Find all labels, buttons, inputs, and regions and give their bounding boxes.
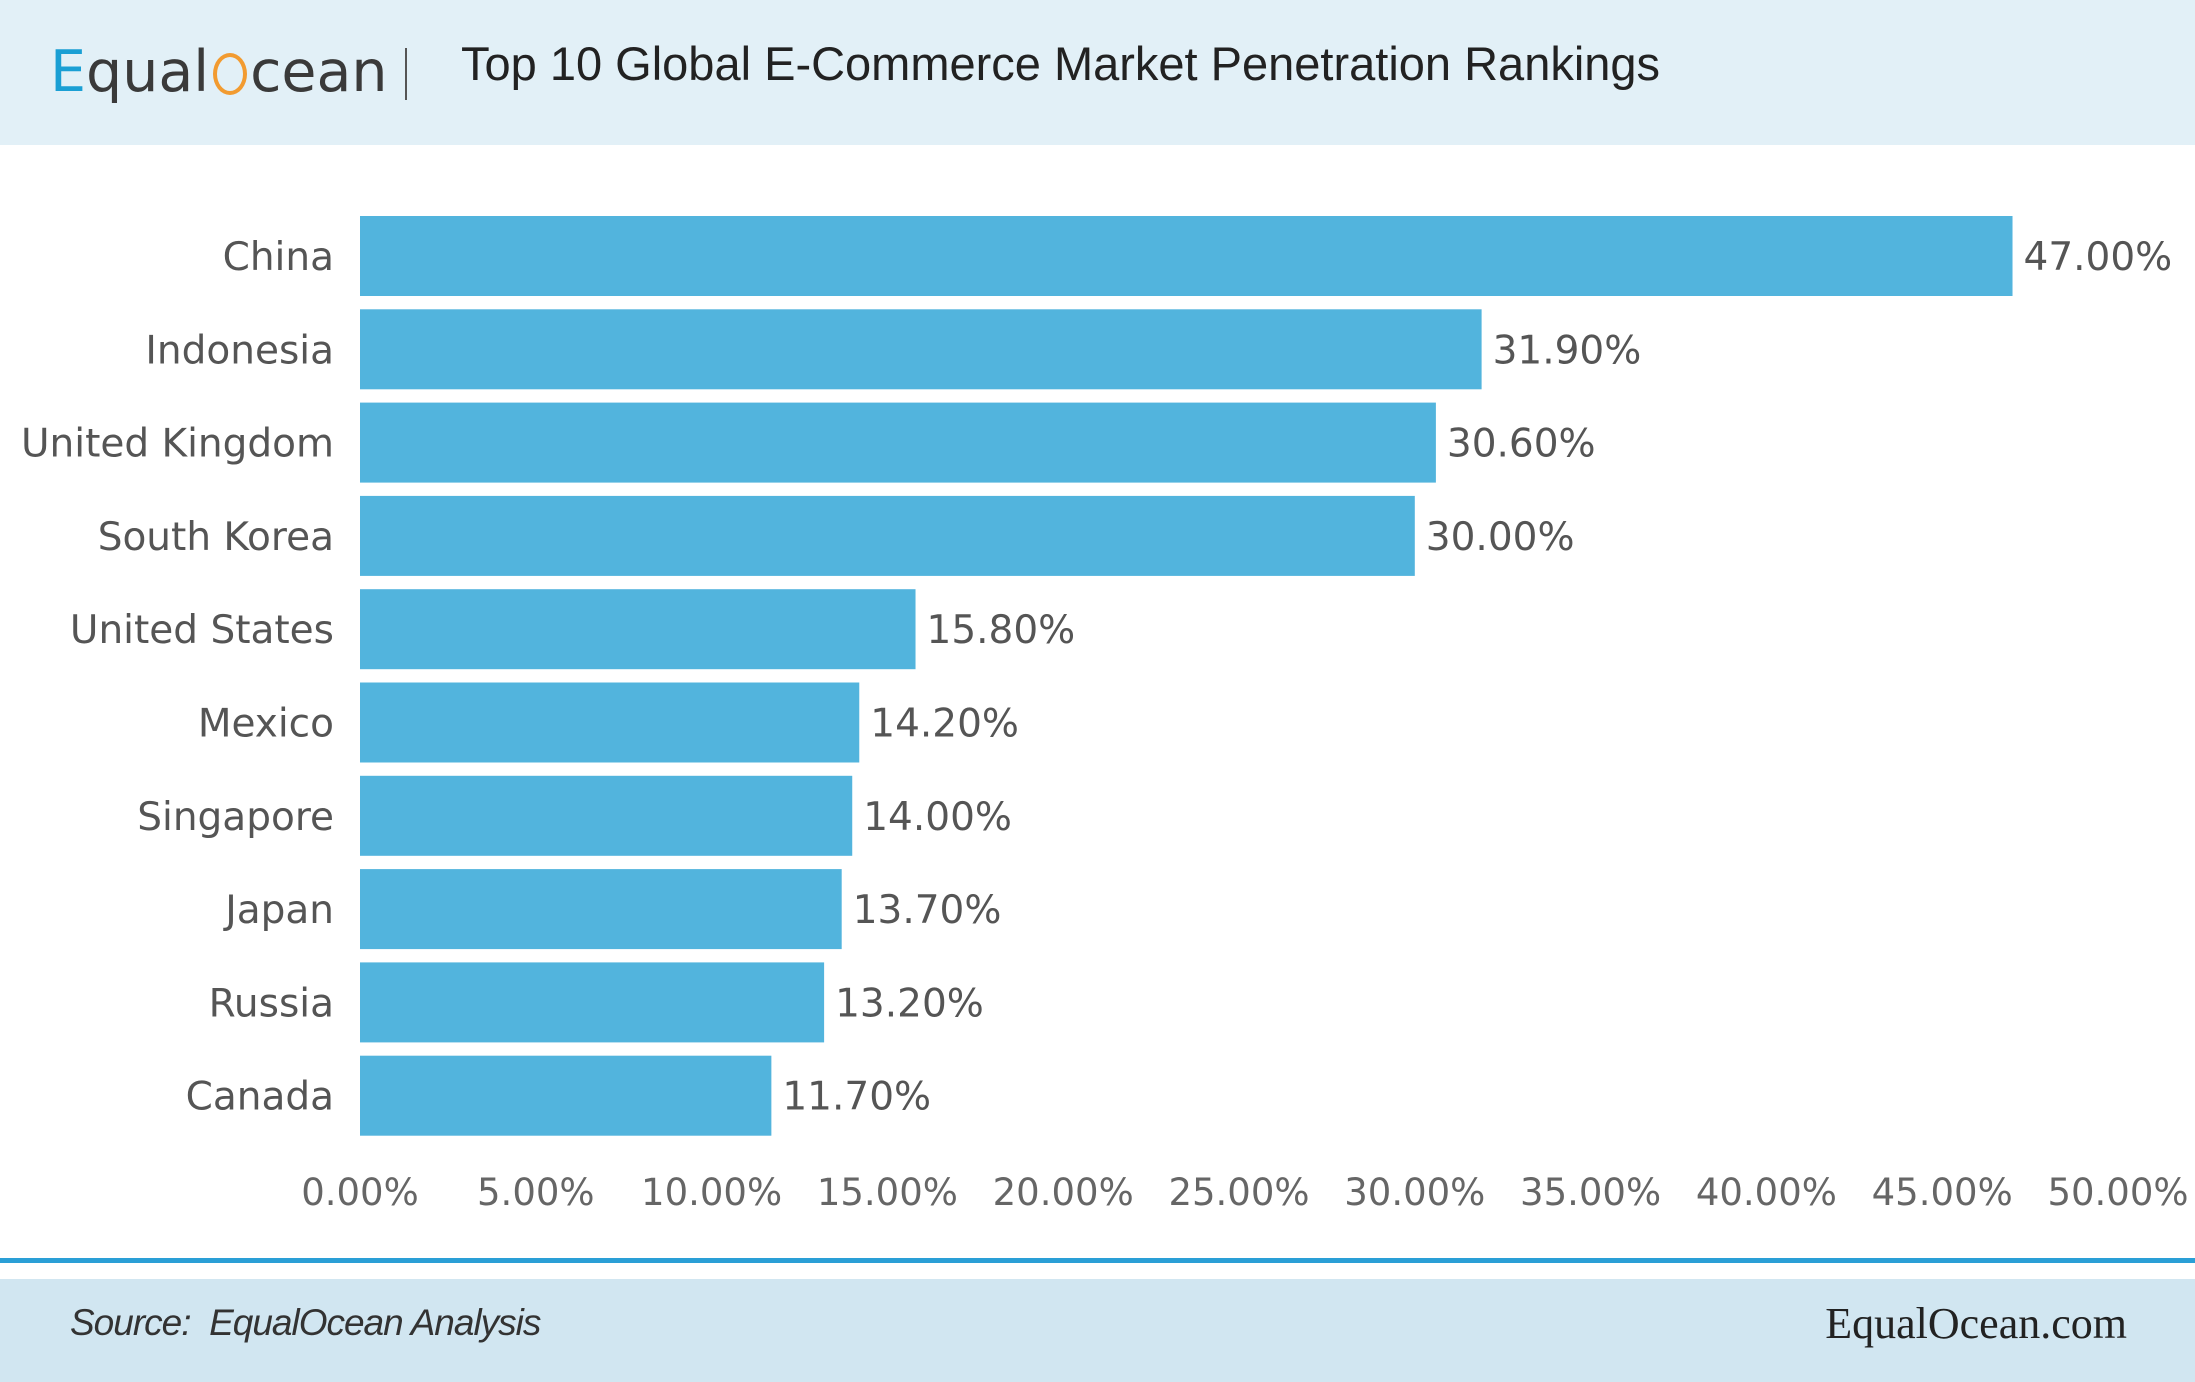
- value-label-south-korea: 30.00%: [1426, 515, 1575, 560]
- value-label-indonesia: 31.90%: [1493, 328, 1642, 373]
- category-label-united-kingdom: United Kingdom: [21, 422, 334, 467]
- bar-indonesia: [360, 309, 1482, 390]
- footer-banner: [0, 1279, 2195, 1382]
- category-label-united-states: United States: [70, 608, 334, 653]
- logo-letter-e: E: [50, 39, 87, 105]
- logo-text-qual: qual: [86, 39, 210, 105]
- footer-line: [0, 1258, 2195, 1263]
- x-tick-label: 0.00%: [301, 1171, 419, 1214]
- value-label-united-kingdom: 30.60%: [1447, 422, 1596, 467]
- category-label-indonesia: Indonesia: [145, 328, 334, 373]
- x-tick-label: 45.00%: [1872, 1171, 2013, 1214]
- category-label-mexico: Mexico: [198, 702, 334, 747]
- header-divider: [405, 48, 407, 100]
- value-labels-group: 47.00% 31.90% 30.60% 30.00% 15.80% 14.20% 14.0…: [782, 235, 2172, 1120]
- bar-united-kingdom: [360, 402, 1436, 483]
- bar-south-korea: [360, 495, 1415, 576]
- value-label-china: 47.00%: [2024, 235, 2173, 280]
- category-label-canada: Canada: [186, 1075, 334, 1120]
- value-label-russia: 13.20%: [835, 981, 984, 1026]
- header-banner: [0, 0, 2195, 145]
- category-label-south-korea: South Korea: [98, 515, 334, 560]
- bar-united-states: [360, 589, 916, 670]
- bar-mexico: [360, 682, 860, 763]
- site-name: EqualOcean.com: [1825, 1299, 2127, 1348]
- bar-canada: [360, 1055, 772, 1136]
- bar-china: [360, 216, 2013, 296]
- category-label-japan: Japan: [222, 888, 334, 933]
- chart-title: Top 10 Global E-Commerce Market Penetrat…: [461, 37, 1661, 90]
- bar-singapore: [360, 775, 853, 856]
- x-tick-label: 50.00%: [2047, 1171, 2188, 1214]
- category-label-china: China: [223, 235, 334, 280]
- value-label-mexico: 14.20%: [870, 702, 1019, 747]
- bar-japan: [360, 869, 842, 950]
- x-tick-label: 25.00%: [1168, 1171, 1309, 1214]
- logo-o-ring-icon: [213, 53, 248, 95]
- category-labels-group: China Indonesia United Kingdom South Korea U…: [21, 235, 334, 1120]
- value-label-united-states: 15.80%: [927, 608, 1076, 653]
- category-label-singapore: Singapore: [137, 795, 334, 840]
- category-label-russia: Russia: [209, 981, 334, 1026]
- x-tick-label: 10.00%: [641, 1171, 782, 1214]
- x-axis-ticks-group: 0.00% 5.00% 10.00% 15.00% 20.00% 25.00% 30.00%…: [301, 1171, 2188, 1214]
- bar-chart: China Indonesia United Kingdom South Korea U…: [21, 216, 2189, 1214]
- x-tick-label: 5.00%: [477, 1171, 595, 1214]
- x-tick-label: 20.00%: [993, 1171, 1134, 1214]
- x-tick-label: 40.00%: [1696, 1171, 1837, 1214]
- x-tick-label: 15.00%: [817, 1171, 958, 1214]
- bars-group: [360, 216, 2013, 1136]
- x-tick-label: 35.00%: [1520, 1171, 1661, 1214]
- value-label-canada: 11.70%: [782, 1075, 931, 1120]
- logo-text-cean: cean: [250, 39, 388, 105]
- source-note: Source: EqualOcean Analysis: [70, 1302, 541, 1343]
- value-label-singapore: 14.00%: [863, 795, 1012, 840]
- value-label-japan: 13.70%: [853, 888, 1002, 933]
- bar-russia: [360, 962, 825, 1043]
- x-tick-label: 30.00%: [1344, 1171, 1485, 1214]
